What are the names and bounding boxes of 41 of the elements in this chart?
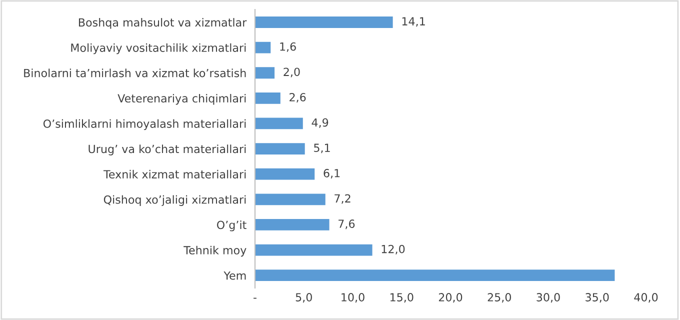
data-label: 5,1 xyxy=(314,144,330,154)
bar xyxy=(255,92,280,104)
x-tick-label: 5,0 xyxy=(296,293,312,303)
data-label: 2,0 xyxy=(284,68,300,78)
bar xyxy=(255,118,303,130)
bar xyxy=(255,270,615,282)
data-label: 2,6 xyxy=(290,93,306,103)
bar xyxy=(255,244,372,256)
bar xyxy=(255,219,330,230)
bar xyxy=(255,143,305,154)
y-tick-label: O’g’it xyxy=(216,220,246,232)
y-tick-label: Texnik xizmat materiallari xyxy=(103,170,246,178)
data-label: 4,9 xyxy=(312,118,328,128)
y-tick-label: Qishoq xo’jaligi xizmatlari xyxy=(104,195,246,206)
bar xyxy=(255,42,271,54)
y-tick-label: Urug’ va ko’chat materiallari xyxy=(88,144,246,156)
y-tick-label: Veterenariya chiqimlari xyxy=(118,94,246,105)
y-tick-label: Yem xyxy=(224,271,246,280)
y-tick-label: O’simliklarni himoyalash materiallari xyxy=(43,119,246,130)
bar xyxy=(255,67,275,79)
x-tick-label: 40,0 xyxy=(634,293,658,303)
y-tick-label: Boshqa mahsulot va xizmatlar xyxy=(78,18,247,29)
bar xyxy=(255,16,393,28)
x-tick-label: - xyxy=(254,298,256,299)
data-label: 1,6 xyxy=(280,42,296,52)
data-label: 6,1 xyxy=(324,168,340,178)
data-label: 14,1 xyxy=(402,17,425,27)
x-tick-label: 35,0 xyxy=(586,293,609,303)
x-tick-label: 30,0 xyxy=(536,293,560,303)
data-label: 7,6 xyxy=(338,220,355,230)
y-tick-label: Moliyaviy vositachilik xizmatlari xyxy=(71,43,246,54)
data-label: 12,0 xyxy=(382,244,405,254)
bar xyxy=(255,168,315,180)
data-label: 7,2 xyxy=(334,194,350,204)
x-tick-label: 10,0 xyxy=(342,293,364,303)
x-tick-label: 25,0 xyxy=(488,293,512,303)
x-tick-label: 20,0 xyxy=(438,293,462,303)
y-tick-label: Tehnik moy xyxy=(184,246,246,257)
bar xyxy=(255,194,326,206)
y-tick-label: Binolarni ta’mirlash va xizmat ko’rsatish xyxy=(24,68,246,78)
x-tick-label: 15,0 xyxy=(390,293,414,303)
